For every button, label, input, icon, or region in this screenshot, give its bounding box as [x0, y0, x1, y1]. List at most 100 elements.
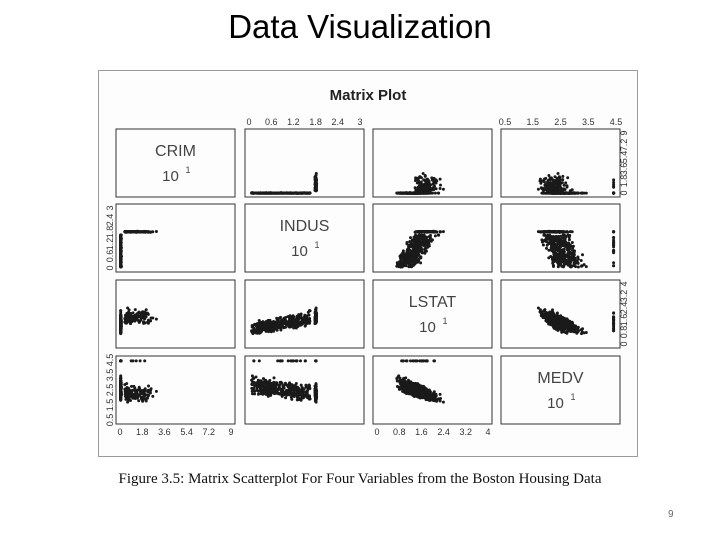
point-2-3 — [555, 325, 559, 328]
point-2-3 — [544, 310, 548, 314]
variable-name-lstat: LSTAT — [409, 294, 457, 311]
point-0-3 — [548, 191, 552, 195]
point-0-3 — [582, 191, 586, 195]
point-2-1 — [258, 323, 262, 327]
point-1-3 — [551, 248, 555, 251]
point-2-0 — [126, 306, 130, 310]
point-2-0 — [119, 319, 123, 323]
point-2-1 — [313, 321, 317, 325]
point-1-2 — [416, 248, 420, 251]
point-2-1 — [282, 320, 286, 324]
point-0-1 — [314, 180, 318, 184]
point-1-2 — [404, 261, 408, 265]
point-2-3 — [572, 326, 576, 330]
point-0-3 — [555, 180, 559, 184]
panel-2-2 — [372, 279, 493, 349]
point-1-0 — [119, 261, 123, 264]
point-2-0 — [146, 311, 149, 315]
point-1-0 — [139, 230, 143, 234]
point-1-2 — [423, 250, 427, 254]
point-2-3 — [544, 314, 547, 318]
point-1-3 — [558, 253, 562, 257]
point-0-3 — [562, 183, 566, 187]
point-1-2 — [411, 261, 415, 264]
point-1-3 — [612, 243, 616, 246]
point-0-2 — [429, 191, 433, 195]
matrix-plot-figure: Matrix Plot CRIM 10 1 INDUS 10 1 LSTAT 10 1 MEDV 10… — [98, 70, 638, 457]
variable-scale-exponent-crim: 1 — [186, 165, 191, 175]
point-0-1 — [303, 191, 307, 195]
point-2-3 — [612, 311, 616, 315]
point-1-0 — [154, 230, 158, 233]
point-2-3 — [557, 327, 561, 331]
point-0-3 — [612, 191, 616, 195]
point-0-3 — [542, 180, 546, 184]
point-1-0 — [137, 230, 141, 234]
point-1-3 — [544, 230, 547, 233]
point-0-1 — [250, 191, 254, 195]
point-1-2 — [407, 252, 411, 256]
point-1-3 — [561, 230, 565, 234]
panel-3-0 — [115, 355, 236, 425]
point-3-0 — [151, 394, 155, 398]
point-0-1 — [314, 187, 318, 191]
point-1-3 — [570, 241, 574, 244]
point-2-1 — [255, 322, 259, 326]
point-0-2 — [426, 187, 430, 191]
point-1-3 — [579, 259, 583, 262]
point-2-1 — [307, 313, 311, 317]
point-2-1 — [297, 313, 301, 317]
point-0-2 — [439, 183, 442, 187]
variable-scale-exponent-indus: 1 — [315, 240, 320, 250]
point-0-3 — [564, 181, 568, 185]
point-2-0 — [130, 318, 134, 322]
point-1-2 — [415, 255, 419, 259]
point-1-2 — [425, 243, 429, 246]
point-2-1 — [264, 329, 268, 333]
point-0-3 — [612, 178, 616, 182]
point-0-3 — [576, 191, 580, 195]
point-2-1 — [287, 319, 291, 323]
point-0-3 — [561, 178, 565, 182]
point-2-1 — [282, 316, 286, 320]
point-3-0 — [141, 399, 145, 403]
point-1-3 — [612, 248, 616, 252]
point-1-3 — [564, 245, 568, 249]
point-2-0 — [127, 319, 131, 323]
point-2-0 — [142, 321, 146, 325]
point-1-3 — [554, 239, 558, 243]
point-2-1 — [251, 329, 255, 333]
point-1-3 — [567, 238, 571, 242]
point-1-3 — [572, 251, 576, 255]
slide-title: Data Visualization — [228, 8, 492, 45]
point-2-1 — [272, 320, 275, 323]
point-0-3 — [556, 188, 560, 192]
point-0-2 — [421, 172, 425, 175]
point-0-1 — [267, 191, 271, 195]
point-1-3 — [576, 255, 580, 259]
point-0-2 — [430, 188, 434, 192]
point-1-3 — [544, 234, 548, 238]
point-2-3 — [545, 318, 549, 322]
point-1-2 — [422, 239, 426, 243]
point-1-0 — [119, 239, 123, 243]
point-2-1 — [271, 324, 275, 328]
point-2-3 — [612, 324, 616, 328]
point-0-2 — [422, 178, 426, 182]
point-2-0 — [119, 310, 123, 314]
point-0-3 — [568, 191, 572, 195]
point-1-3 — [560, 264, 564, 268]
point-0-2 — [413, 179, 417, 182]
point-1-2 — [413, 246, 417, 250]
point-1-3 — [584, 265, 588, 269]
point-0-2 — [423, 174, 427, 178]
point-0-1 — [287, 191, 291, 195]
point-0-1 — [254, 191, 258, 195]
point-2-1 — [279, 324, 283, 328]
point-0-2 — [416, 185, 420, 189]
point-0-1 — [294, 191, 298, 195]
point-2-1 — [297, 317, 301, 321]
point-1-0 — [126, 230, 130, 234]
point-2-3 — [548, 312, 552, 316]
variable-scale-crim: 10 — [162, 168, 179, 185]
